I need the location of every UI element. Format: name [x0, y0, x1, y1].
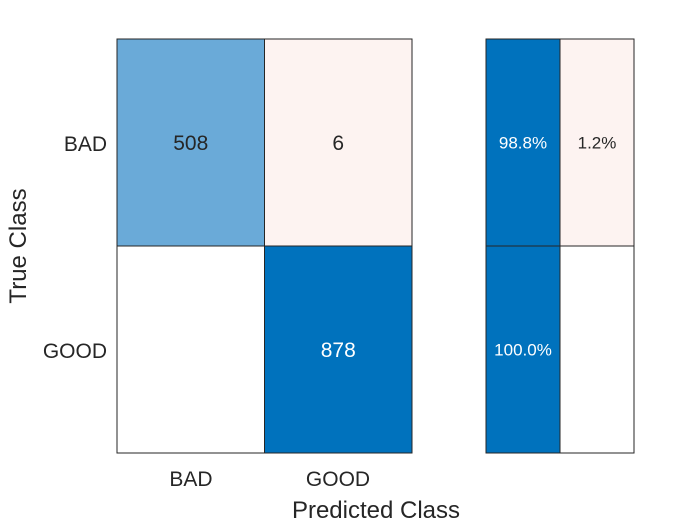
- matrix-cell-label-r1-c1: 878: [321, 339, 356, 362]
- summary-cell-r0-c0: [485, 38, 561, 247]
- x-tick-label-bad: BAD: [169, 468, 212, 491]
- summary-cell-r0-c1: [559, 38, 635, 247]
- summary-cell-r1-c0: [485, 245, 561, 454]
- x-axis-label: Predicted Class: [292, 497, 460, 524]
- matrix-cell-r0-c0: [116, 38, 265, 247]
- confusion-matrix-cells: 508 6 878: [116, 38, 413, 454]
- matrix-cell-label-r0-c1: 6: [332, 132, 344, 155]
- y-axis-label: True Class: [5, 188, 32, 303]
- row-summary-cells: 98.8% 1.2% 100.0%: [485, 38, 635, 454]
- x-tick-label-good: GOOD: [306, 468, 370, 491]
- matrix-cell-r1-c1: [264, 245, 413, 454]
- y-tick-label-bad: BAD: [64, 133, 107, 156]
- summary-cell-label-r0-c0: 98.8%: [499, 134, 547, 153]
- matrix-cell-r1-c0: [116, 245, 265, 454]
- matrix-cell-label-r0-c0: 508: [173, 132, 208, 155]
- axis-labels: BAD GOOD BAD GOOD Predicted Class True C…: [5, 133, 460, 524]
- summary-cell-label-r1-c0: 100.0%: [494, 341, 552, 360]
- y-tick-label-good: GOOD: [43, 340, 107, 363]
- matrix-cell-r0-c1: [264, 38, 413, 247]
- summary-cell-r1-c1: [559, 245, 635, 454]
- summary-cell-label-r0-c1: 1.2%: [578, 134, 617, 153]
